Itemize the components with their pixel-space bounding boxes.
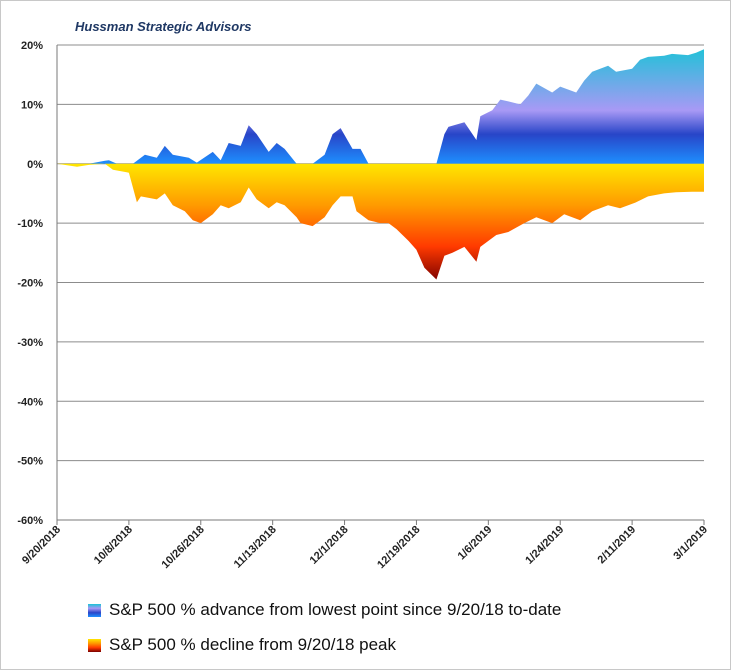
- y-tick-label: -50%: [17, 456, 43, 468]
- area-series-1: [57, 163, 704, 280]
- y-tick-label: -10%: [17, 218, 43, 230]
- area-series-0: [57, 49, 704, 164]
- x-tick-label: 2/11/2019: [596, 524, 639, 567]
- x-tick-label: 12/19/2018: [375, 524, 422, 571]
- x-tick-label: 11/13/2018: [232, 524, 279, 571]
- chart: 20% 10% 0% -10% -20% -30% -40% -50% -60% 9/20/20…: [17, 19, 710, 571]
- y-tick-label: 10%: [21, 99, 43, 111]
- legend-decline: S&P 500 % decline from 9/20/18 peak: [88, 635, 396, 655]
- watermark: Hussman Strategic Advisors: [75, 19, 252, 34]
- x-tick-label: 10/26/2018: [159, 524, 206, 571]
- y-tick-label: 20%: [21, 40, 43, 52]
- y-tick-label: -40%: [17, 396, 43, 408]
- y-tick-label: -60%: [17, 515, 43, 527]
- y-ticks: 20% 10% 0% -10% -20% -30% -40% -50% -60%: [17, 40, 43, 527]
- y-tick-label: 0%: [27, 159, 43, 171]
- areas: [57, 49, 704, 280]
- legend-advance: S&P 500 % advance from lowest point sinc…: [88, 600, 561, 620]
- x-tick-label: 1/6/2019: [456, 524, 495, 563]
- legend-decline-label: S&P 500 % decline from 9/20/18 peak: [109, 635, 396, 654]
- x-tick-label: 12/1/2018: [308, 524, 351, 567]
- legend-decline-swatch: [88, 638, 101, 652]
- x-tick-label: 10/8/2018: [92, 524, 135, 567]
- axes: [56, 45, 704, 521]
- legend-advance-label: S&P 500 % advance from lowest point sinc…: [109, 600, 562, 619]
- y-tick-label: -20%: [17, 278, 43, 290]
- x-ticks: 9/20/2018 10/8/2018 10/26/2018 11/13/2018 12…: [20, 520, 710, 571]
- x-tick-label: 1/24/2019: [523, 524, 566, 567]
- legend-advance-swatch: [88, 603, 101, 617]
- y-tick-label: -30%: [17, 337, 43, 349]
- x-tick-label: 3/1/2019: [671, 524, 710, 563]
- x-tick-label: 9/20/2018: [20, 524, 63, 567]
